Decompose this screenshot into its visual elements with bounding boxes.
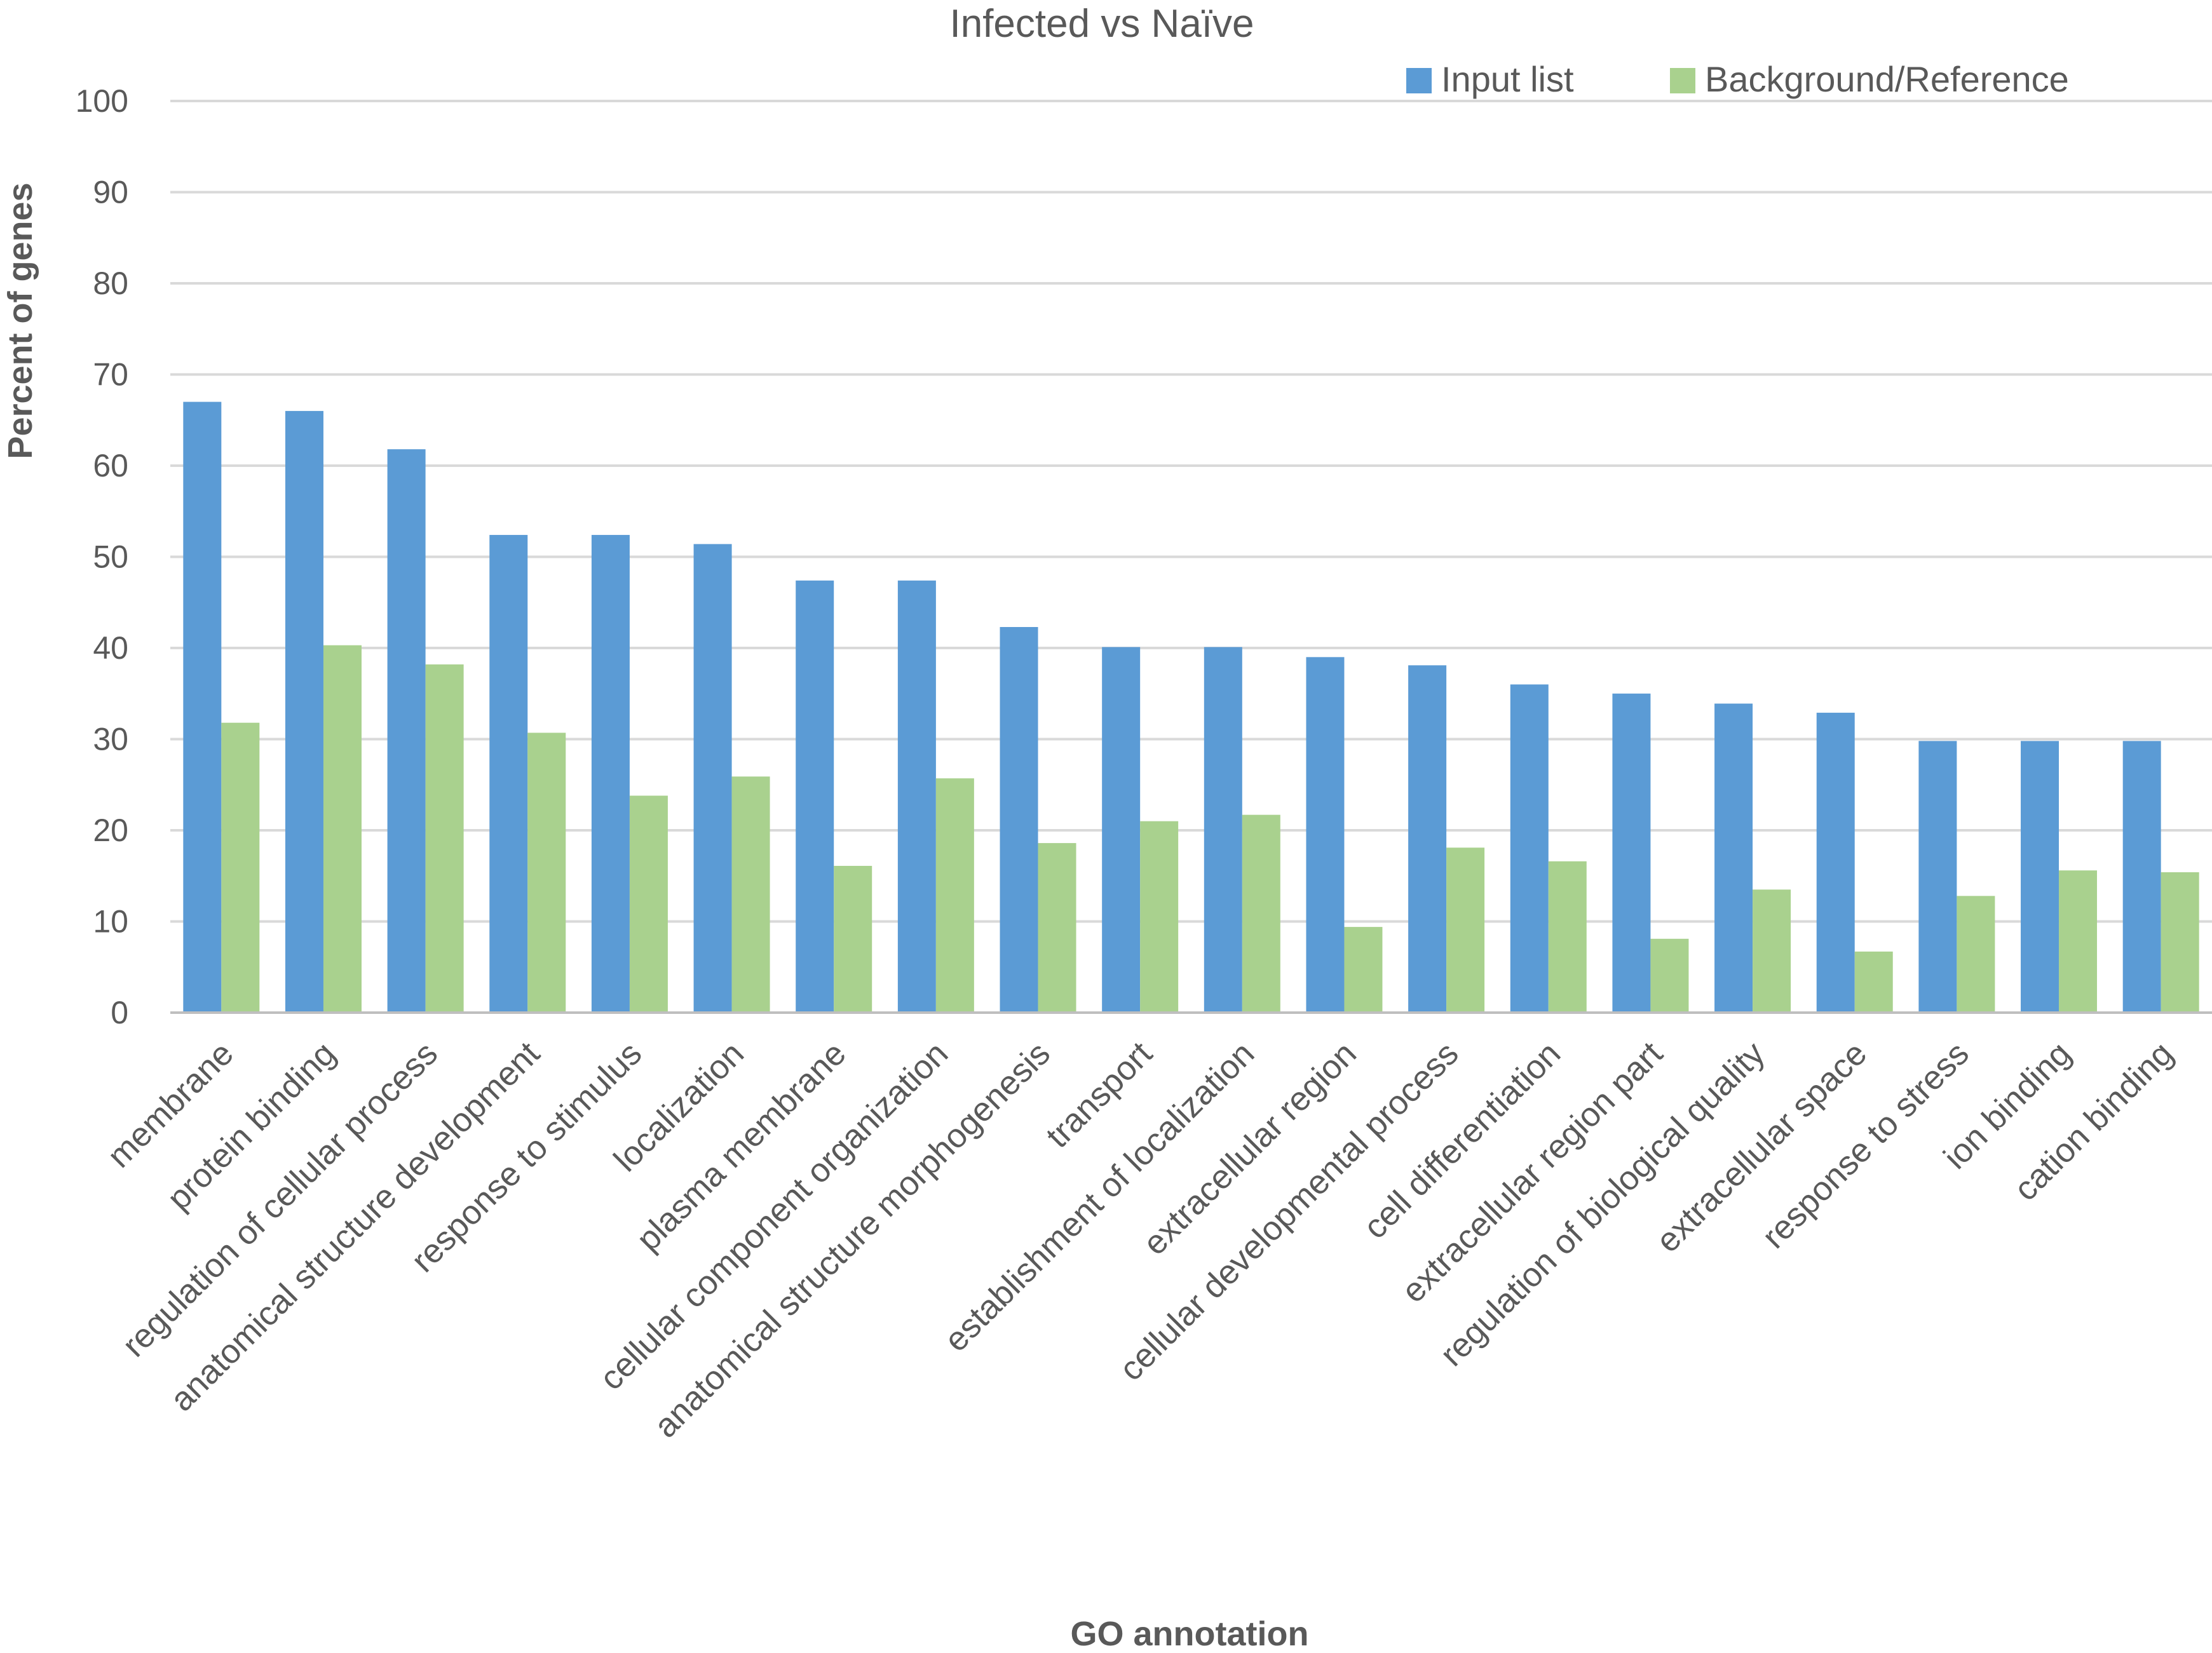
bar-background-reference-15 bbox=[1753, 889, 1791, 1013]
bar-input-list-14 bbox=[1612, 693, 1651, 1013]
bar-background-reference-9 bbox=[1140, 821, 1179, 1013]
bar-background-reference-1 bbox=[323, 645, 362, 1013]
bar-input-list-4 bbox=[591, 535, 630, 1013]
x-tick-label-3: anatomical structure development bbox=[163, 1035, 547, 1419]
bar-background-reference-3 bbox=[527, 732, 566, 1013]
bar-input-list-12 bbox=[1408, 665, 1447, 1013]
y-tick-label-60: 60 bbox=[93, 448, 128, 483]
bar-background-reference-2 bbox=[425, 664, 464, 1013]
bar-input-list-16 bbox=[1816, 712, 1855, 1013]
y-tick-label-0: 0 bbox=[111, 995, 128, 1030]
y-tick-label-40: 40 bbox=[93, 630, 128, 666]
bar-background-reference-13 bbox=[1548, 861, 1587, 1013]
y-tick-label-30: 30 bbox=[93, 722, 128, 757]
bar-background-reference-8 bbox=[1038, 843, 1076, 1013]
bar-background-reference-6 bbox=[834, 865, 872, 1013]
bar-input-list-7 bbox=[897, 580, 936, 1013]
bar-background-reference-16 bbox=[1854, 951, 1893, 1013]
bar-input-list-17 bbox=[1918, 741, 1957, 1013]
bar-background-reference-19 bbox=[2161, 872, 2199, 1013]
legend: Input list Background/Reference bbox=[1406, 59, 2069, 99]
legend-label-input-list: Input list bbox=[1441, 59, 1574, 99]
legend-swatch-background-reference bbox=[1670, 68, 1695, 93]
bar-background-reference-18 bbox=[2059, 870, 2098, 1013]
bar-background-reference-4 bbox=[629, 795, 668, 1013]
gridlines bbox=[170, 100, 2212, 923]
legend-swatch-input-list bbox=[1406, 68, 1432, 93]
bar-background-reference-0 bbox=[221, 722, 260, 1013]
bar-background-reference-7 bbox=[935, 778, 974, 1013]
x-tick-label-13: cell differentiation bbox=[1357, 1035, 1568, 1246]
bar-background-reference-14 bbox=[1650, 938, 1689, 1013]
bar-input-list-9 bbox=[1102, 647, 1141, 1013]
y-tick-label-20: 20 bbox=[93, 813, 128, 848]
y-axis-title: Percent of genes bbox=[1, 182, 39, 459]
bar-input-list-13 bbox=[1510, 684, 1549, 1013]
chart-title: Infected vs Naïve bbox=[949, 2, 1254, 46]
y-tick-label-10: 10 bbox=[93, 904, 128, 940]
bar-input-list-3 bbox=[489, 535, 528, 1013]
y-tick-label-50: 50 bbox=[93, 539, 128, 575]
bar-input-list-1 bbox=[285, 410, 323, 1013]
bar-input-list-8 bbox=[1000, 626, 1038, 1013]
bar-input-list-18 bbox=[2021, 741, 2059, 1013]
bar-input-list-2 bbox=[387, 449, 426, 1013]
y-tick-label-90: 90 bbox=[93, 175, 128, 210]
bar-input-list-15 bbox=[1714, 703, 1753, 1013]
bar-background-reference-17 bbox=[1957, 896, 1995, 1013]
bar-input-list-5 bbox=[693, 544, 732, 1013]
bars bbox=[183, 401, 2199, 1013]
bar-background-reference-10 bbox=[1242, 814, 1280, 1013]
bar-input-list-10 bbox=[1204, 647, 1242, 1013]
x-axis-title: GO annotation bbox=[1071, 1615, 1309, 1653]
y-tick-label-70: 70 bbox=[93, 357, 128, 393]
bar-input-list-19 bbox=[2122, 741, 2161, 1013]
y-tick-label-100: 100 bbox=[76, 83, 128, 119]
bar-input-list-6 bbox=[796, 580, 834, 1013]
bar-input-list-11 bbox=[1306, 657, 1345, 1013]
bar-input-list-0 bbox=[183, 401, 222, 1013]
bar-background-reference-11 bbox=[1344, 927, 1383, 1013]
bar-background-reference-5 bbox=[731, 776, 770, 1013]
y-tick-label-80: 80 bbox=[93, 266, 128, 301]
bar-background-reference-12 bbox=[1446, 847, 1485, 1013]
legend-label-background-reference: Background/Reference bbox=[1705, 59, 2069, 99]
y-axis-ticks: 0 10 20 30 40 50 60 70 80 90 100 bbox=[76, 83, 128, 1030]
